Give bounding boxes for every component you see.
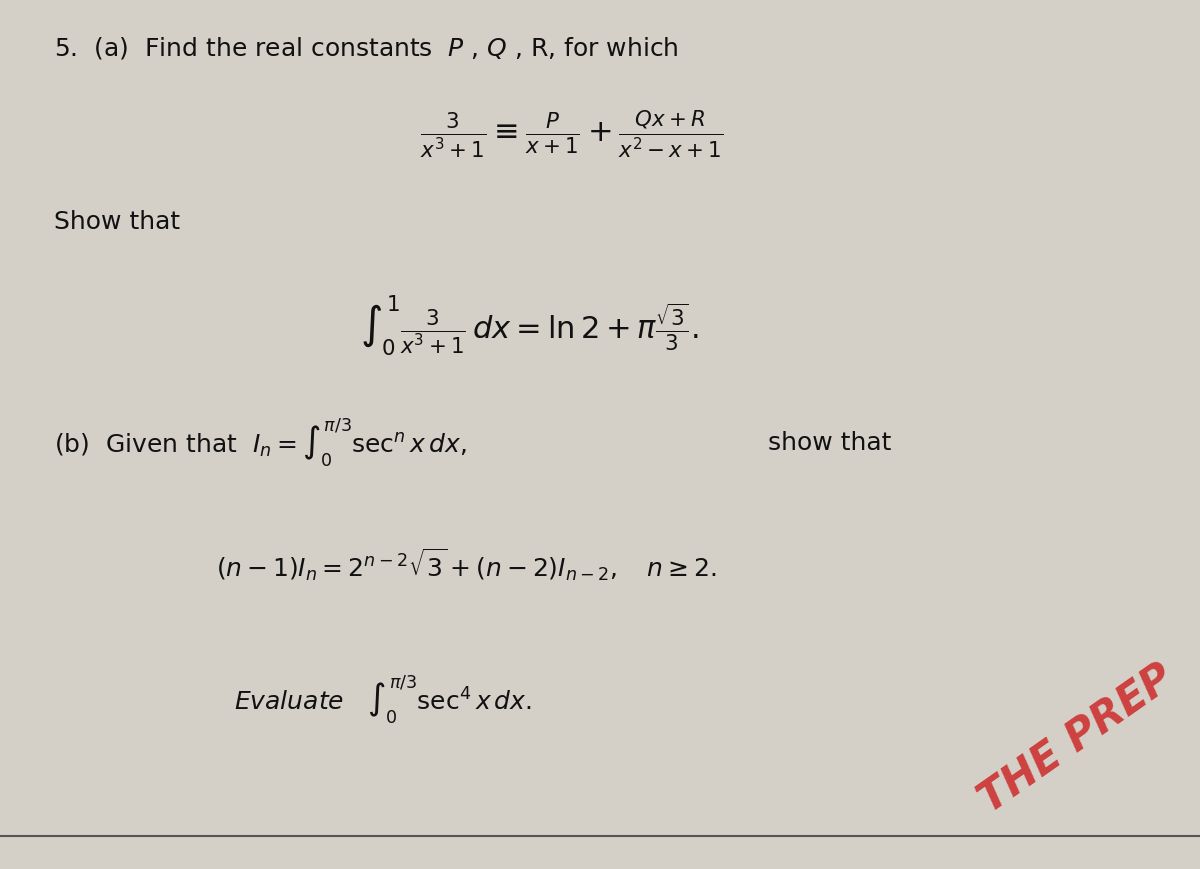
Text: Show that: Show that <box>54 209 180 234</box>
Text: $(n-1)I_n = 2^{n-2}\sqrt{3} + (n-2)I_{n-2},\quad n \geq 2.$: $(n-1)I_n = 2^{n-2}\sqrt{3} + (n-2)I_{n-… <box>216 547 716 583</box>
Text: $\it{Evaluate}\quad\int_0^{\pi/3} \sec^4 x\,dx.$: $\it{Evaluate}\quad\int_0^{\pi/3} \sec^4… <box>234 673 532 726</box>
Text: $\int_0^1 \frac{3}{x^3+1}\,dx = \ln 2 + \pi\frac{\sqrt{3}}{3}.$: $\int_0^1 \frac{3}{x^3+1}\,dx = \ln 2 + … <box>360 294 698 358</box>
Text: THE PREP: THE PREP <box>972 656 1182 821</box>
Text: 5.  (a)  Find the real constants  $P$ , $Q$ , R, for which: 5. (a) Find the real constants $P$ , $Q$… <box>54 35 679 61</box>
Text: $\frac{3}{x^3+1} \equiv \frac{P}{x+1}+\frac{Qx+R}{x^2-x+1}$: $\frac{3}{x^3+1} \equiv \frac{P}{x+1}+\f… <box>420 109 724 161</box>
Text: (b)  Given that  $I_n = \int_0^{\pi/3} \sec^n x\,dx,$: (b) Given that $I_n = \int_0^{\pi/3} \se… <box>54 417 467 469</box>
Text: show that: show that <box>768 431 892 455</box>
